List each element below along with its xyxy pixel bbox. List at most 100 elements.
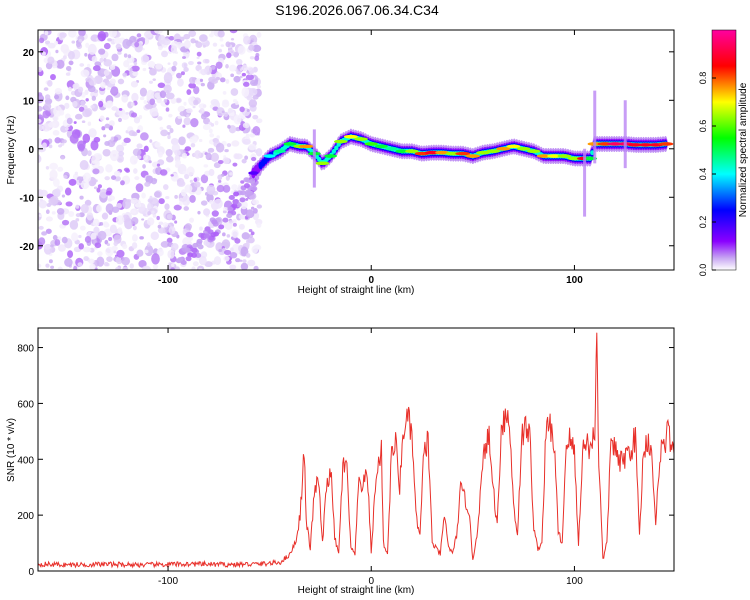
noise-blob bbox=[85, 98, 89, 102]
noise-blob bbox=[121, 94, 129, 103]
noise-blob bbox=[240, 180, 245, 184]
noise-blob bbox=[223, 255, 230, 262]
noise-blob bbox=[53, 188, 61, 197]
noise-blob bbox=[132, 225, 137, 231]
noise-blob bbox=[60, 156, 65, 160]
noise-blob bbox=[155, 63, 163, 70]
noise-blob bbox=[186, 166, 195, 177]
noise-blob bbox=[243, 177, 250, 183]
noise-blob bbox=[216, 135, 220, 139]
noise-blob bbox=[203, 164, 209, 168]
noise-blob bbox=[79, 63, 85, 67]
noise-blob bbox=[106, 256, 113, 262]
noise-blob bbox=[103, 134, 107, 138]
noise-blob bbox=[246, 95, 253, 101]
noise-blob bbox=[80, 69, 90, 78]
noise-blob bbox=[102, 221, 109, 226]
noise-blob bbox=[65, 72, 71, 76]
noise-blob bbox=[227, 107, 234, 114]
noise-blob bbox=[93, 136, 101, 143]
snr-x-label: Height of straight line (km) bbox=[298, 585, 415, 596]
noise-blob bbox=[193, 177, 198, 183]
noise-blob bbox=[183, 117, 191, 126]
noise-blob bbox=[203, 233, 210, 239]
noise-blob bbox=[136, 143, 143, 149]
noise-blob bbox=[166, 237, 173, 244]
noise-blob bbox=[78, 234, 82, 239]
noise-blob bbox=[210, 122, 215, 127]
snr-series-line bbox=[38, 332, 674, 569]
ridge-core bbox=[547, 154, 562, 158]
noise-blob bbox=[148, 80, 154, 84]
noise-blob bbox=[229, 64, 237, 72]
noise-blob bbox=[240, 262, 249, 270]
ridge-core bbox=[354, 137, 368, 141]
noise-blob bbox=[222, 217, 229, 223]
noise-blob bbox=[199, 226, 203, 231]
noise-blob bbox=[89, 263, 96, 270]
noise-blob bbox=[235, 258, 241, 263]
noise-blob bbox=[111, 106, 118, 111]
noise-blob bbox=[178, 136, 186, 146]
noise-blob bbox=[43, 244, 52, 250]
noise-blob bbox=[198, 255, 207, 266]
noise-blob bbox=[105, 246, 114, 257]
noise-blob bbox=[45, 209, 50, 214]
noise-blob bbox=[241, 232, 250, 240]
noise-blob bbox=[200, 82, 205, 87]
noise-blob bbox=[109, 65, 116, 70]
noise-blob bbox=[196, 51, 202, 57]
noise-blob bbox=[151, 253, 160, 265]
noise-blob bbox=[71, 232, 79, 242]
noise-blob bbox=[152, 263, 159, 270]
spectrogram-x-tick-label: -100 bbox=[158, 275, 178, 286]
noise-blob bbox=[257, 85, 262, 89]
noise-blob bbox=[68, 60, 74, 66]
noise-blob bbox=[125, 168, 131, 173]
noise-blob bbox=[68, 211, 75, 217]
noise-blob bbox=[157, 227, 166, 234]
noise-blob bbox=[94, 242, 102, 249]
noise-blob bbox=[130, 80, 139, 88]
noise-blob bbox=[143, 154, 149, 161]
noise-blob bbox=[54, 40, 59, 46]
noise-blob bbox=[122, 72, 128, 77]
noise-blob bbox=[107, 139, 116, 148]
noise-blob bbox=[103, 69, 110, 76]
noise-blob bbox=[69, 219, 79, 230]
noise-blob bbox=[50, 265, 55, 269]
noise-blob bbox=[157, 82, 166, 88]
spectrogram-y-ticks: -20 -10 0 10 20 bbox=[20, 48, 674, 253]
noise-blob bbox=[73, 265, 78, 270]
noise-blob bbox=[190, 38, 196, 44]
noise-blob bbox=[232, 222, 237, 227]
noise-blob bbox=[53, 94, 60, 100]
noise-blob bbox=[231, 203, 238, 209]
noise-blob bbox=[215, 142, 225, 153]
noise-blob bbox=[84, 52, 88, 57]
noise-blob bbox=[216, 184, 225, 193]
noise-blob bbox=[150, 231, 159, 240]
noise-blob bbox=[72, 100, 78, 108]
noise-blob bbox=[103, 261, 109, 267]
noise-blob bbox=[61, 219, 70, 226]
colorbar-tick-label: 0.4 bbox=[698, 168, 708, 181]
noise-blob bbox=[138, 114, 143, 120]
noise-blob bbox=[196, 56, 200, 60]
noise-blob bbox=[231, 184, 238, 191]
noise-blob bbox=[217, 159, 224, 165]
noise-blob bbox=[139, 96, 145, 101]
noise-blob bbox=[174, 149, 181, 157]
noise-blob bbox=[252, 44, 262, 53]
ridge-core bbox=[283, 142, 297, 146]
noise-blob bbox=[136, 33, 142, 38]
ridge-core bbox=[516, 146, 531, 151]
noise-blob bbox=[98, 100, 104, 108]
noise-blob bbox=[92, 168, 100, 175]
noise-blob bbox=[184, 223, 192, 231]
snr-panel: -100 0 100 0 200 400 600 800 Height of straigh… bbox=[6, 327, 675, 596]
noise-blob bbox=[107, 198, 113, 202]
noise-blob bbox=[177, 78, 184, 87]
noise-blob bbox=[166, 89, 170, 94]
noise-blob bbox=[252, 94, 259, 100]
